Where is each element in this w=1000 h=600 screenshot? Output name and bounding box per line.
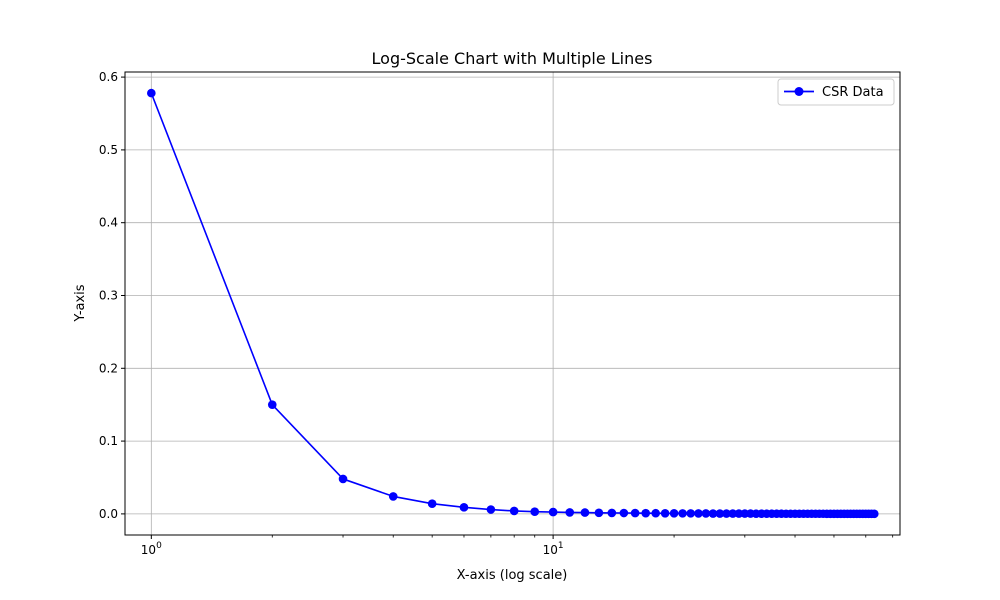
data-point	[734, 509, 744, 518]
legend-marker	[794, 87, 804, 96]
data-point	[686, 509, 696, 518]
y-tick-label: 0.4	[99, 216, 118, 230]
data-point	[678, 509, 687, 518]
data-point	[728, 509, 738, 518]
y-tick-label: 0.3	[99, 288, 118, 302]
data-point	[669, 509, 679, 518]
y-axis: 0.0 0.1 0.2 0.3 0.4 0.5 0.6	[99, 70, 125, 521]
data-point	[701, 509, 711, 518]
series-line	[150, 92, 875, 515]
x-tick-label: 100	[141, 541, 162, 557]
data-point	[580, 508, 590, 517]
data-point	[708, 509, 718, 518]
plot-frame	[124, 71, 901, 536]
data-point	[651, 508, 660, 518]
data-point	[427, 499, 437, 508]
data-point	[459, 503, 469, 512]
data-point	[147, 88, 156, 98]
x-axis-label: X-axis (log scale)	[457, 568, 568, 583]
y-tick-label: 0.5	[99, 143, 118, 157]
data-point	[715, 509, 725, 518]
data-point	[641, 508, 651, 518]
y-tick-label: 0.1	[99, 434, 118, 448]
data-point	[607, 508, 617, 518]
y-axis-label: Y-axis	[73, 284, 88, 322]
legend-box	[777, 78, 895, 106]
data-point	[630, 508, 640, 518]
data-point	[694, 509, 703, 518]
legend: CSR Data	[777, 78, 895, 106]
y-tick-label: 0.6	[99, 70, 118, 84]
data-point	[548, 507, 558, 517]
data-point	[565, 508, 575, 517]
data-point	[267, 400, 277, 409]
data-point	[338, 474, 348, 484]
x-axis: 100 101	[141, 535, 894, 557]
data-point	[660, 509, 670, 518]
data-point	[530, 507, 540, 517]
data-point	[722, 509, 731, 518]
data-point	[486, 505, 496, 514]
legend-label: CSR Data	[822, 85, 884, 100]
chart-title: Log-Scale Chart with Multiple Lines	[372, 49, 653, 68]
series-layer	[147, 88, 879, 519]
y-tick-label: 0.0	[99, 507, 118, 521]
data-point	[509, 506, 519, 516]
data-point	[594, 508, 604, 518]
data-point	[869, 509, 879, 519]
data-point	[619, 508, 629, 518]
x-tick-label: 101	[543, 541, 564, 557]
y-tick-label: 0.2	[99, 361, 118, 375]
grid	[125, 72, 900, 535]
data-point	[388, 492, 398, 501]
